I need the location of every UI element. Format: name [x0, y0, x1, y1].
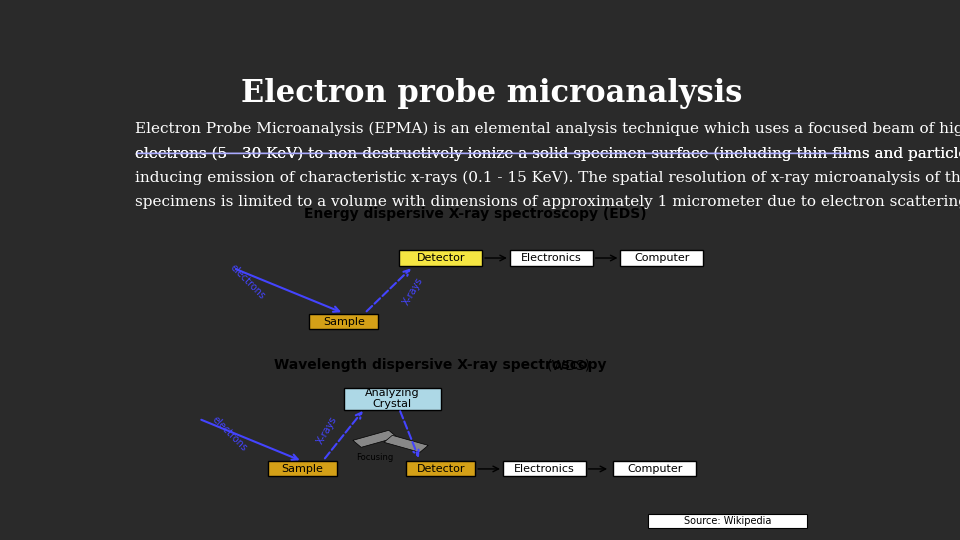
Text: X-rays: X-rays — [315, 415, 339, 446]
FancyBboxPatch shape — [613, 461, 696, 476]
Text: Energy dispersive X-ray spectroscopy (EDS): Energy dispersive X-ray spectroscopy (ED… — [304, 207, 646, 221]
Text: Detector: Detector — [417, 253, 465, 263]
FancyBboxPatch shape — [648, 514, 807, 528]
Text: Source: Wikipedia: Source: Wikipedia — [684, 516, 771, 526]
Text: Electron probe microanalysis: Electron probe microanalysis — [241, 78, 743, 110]
Text: specimens is limited to a volume with dimensions of approximately 1 micrometer d: specimens is limited to a volume with di… — [134, 194, 960, 208]
Text: electrons: electrons — [210, 414, 250, 453]
Text: inducing emission of characteristic x-rays (0.1 - 15 KeV). The spatial resolutio: inducing emission of characteristic x-ra… — [134, 170, 960, 185]
Text: Electronics: Electronics — [514, 464, 575, 474]
Text: Sample: Sample — [281, 464, 324, 474]
FancyBboxPatch shape — [384, 435, 428, 453]
Text: Wavelength dispersive X-ray spectroscopy: Wavelength dispersive X-ray spectroscopy — [275, 358, 607, 372]
FancyBboxPatch shape — [309, 314, 378, 329]
Text: Sample: Sample — [323, 316, 365, 327]
Text: electrons: electrons — [228, 262, 267, 301]
Text: Focusing: Focusing — [356, 453, 394, 462]
Text: electrons (5 - 30 KeV) to non-destructively ionize a solid specimen surface (inc: electrons (5 - 30 KeV) to non-destructiv… — [134, 146, 960, 160]
FancyBboxPatch shape — [620, 249, 704, 266]
FancyBboxPatch shape — [510, 249, 592, 266]
FancyBboxPatch shape — [399, 249, 482, 266]
Text: Analyzing
Crystal: Analyzing Crystal — [365, 388, 420, 409]
Text: Electronics: Electronics — [521, 253, 582, 263]
Text: Computer: Computer — [635, 253, 689, 263]
Text: Electron Probe Microanalysis (EPMA) is an elemental analysis technique which use: Electron Probe Microanalysis (EPMA) is a… — [134, 122, 960, 137]
Text: electrons (5 - 30 KeV) to non-destructively ionize a solid specimen surface (inc: electrons (5 - 30 KeV) to non-destructiv… — [134, 146, 960, 160]
FancyBboxPatch shape — [406, 461, 475, 476]
Text: Detector: Detector — [417, 464, 465, 474]
FancyBboxPatch shape — [353, 430, 397, 447]
Text: X-rays: X-rays — [401, 276, 425, 307]
Text: Computer: Computer — [627, 464, 683, 474]
Text: (WDS): (WDS) — [546, 358, 590, 372]
FancyBboxPatch shape — [503, 461, 586, 476]
FancyBboxPatch shape — [268, 461, 337, 476]
FancyBboxPatch shape — [344, 388, 441, 409]
